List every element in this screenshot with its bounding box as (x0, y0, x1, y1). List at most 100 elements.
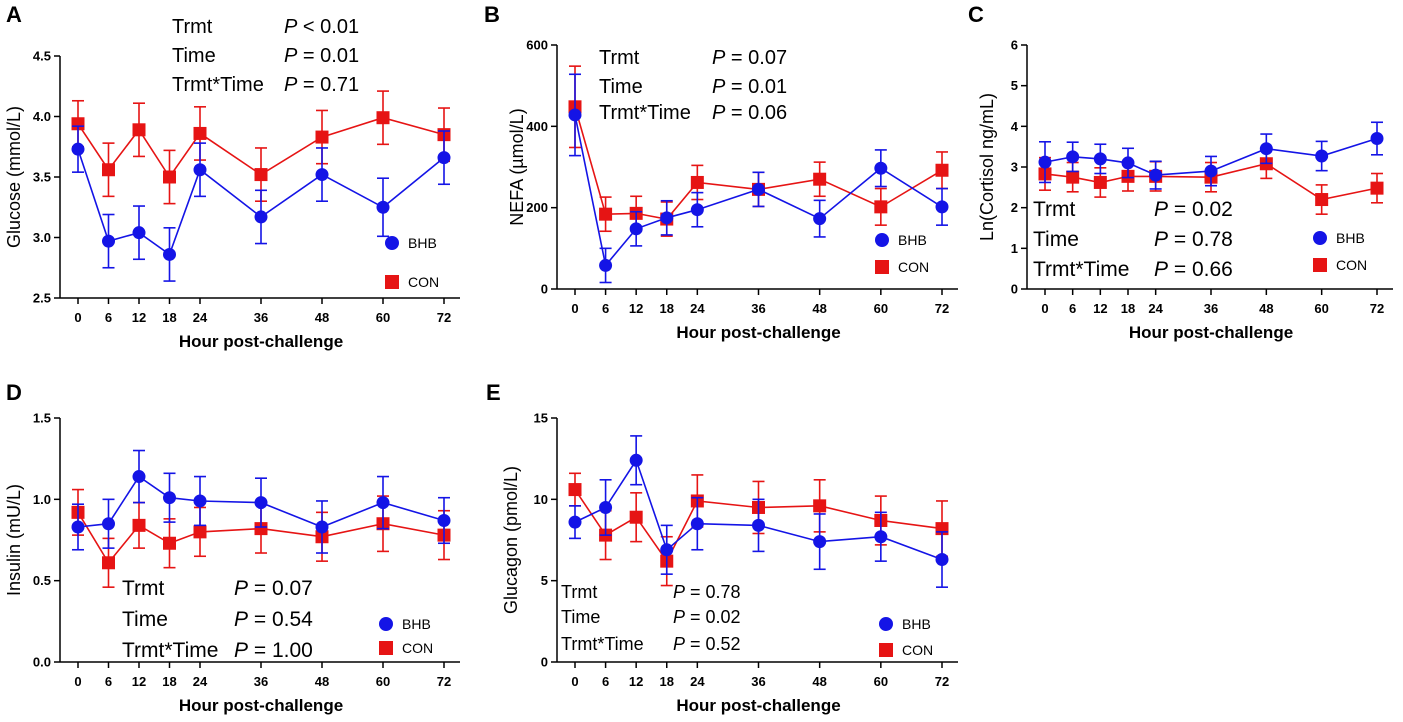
x-tick-label: 0 (571, 301, 578, 316)
stats-block: Trmt P < 0.01 Time P = 0.01 Trmt*Time P = 0.7… (172, 16, 359, 96)
data-point-con (599, 207, 613, 221)
p-symbol: P (1154, 228, 1168, 251)
x-tick-label: 48 (812, 301, 826, 316)
x-tick-label: 18 (1121, 301, 1135, 316)
data-point-con (1066, 170, 1080, 184)
panel-letter: A (6, 2, 22, 27)
data-point-bhb (935, 553, 949, 567)
data-point-bhb (193, 163, 207, 177)
x-tick-label: 48 (315, 310, 329, 325)
data-point-con (629, 510, 643, 524)
data-point-bhb (437, 151, 451, 165)
legend-marker-bhb (875, 233, 889, 247)
y-tick-label: 1 (1011, 241, 1018, 256)
stat-operator: = (725, 47, 748, 69)
data-point-con (254, 168, 268, 182)
data-point-bhb (660, 211, 674, 225)
stat-label: Time (599, 76, 643, 98)
x-tick-label: 60 (874, 674, 888, 689)
data-point-con (132, 123, 146, 137)
p-value: 0.71 (320, 74, 359, 96)
stat-operator: = (685, 634, 706, 654)
data-point-bhb (132, 470, 146, 484)
y-tick-label: 2.5 (33, 291, 51, 306)
stat-operator: = (685, 607, 706, 627)
stat-label: Time (561, 607, 600, 627)
y-axis-title: NEFA (µmol/L) (507, 108, 527, 225)
legend-label: BHB (898, 232, 927, 248)
x-tick-label: 0 (1041, 301, 1048, 316)
data-point-bhb (132, 226, 146, 240)
y-tick-label: 3 (1011, 160, 1018, 175)
p-symbol: P (284, 74, 298, 96)
y-axis-title: Glucose (mmol/L) (4, 106, 24, 248)
data-point-bhb (376, 200, 390, 214)
p-symbol: P (712, 47, 726, 69)
panel-letter: D (6, 380, 22, 405)
p-value: 0.66 (1192, 258, 1233, 281)
data-point-con (813, 499, 827, 513)
stat-value: P = 0.02 (1154, 198, 1233, 221)
stat-value: P = 0.78 (673, 582, 741, 602)
y-tick-label: 6 (1011, 38, 1018, 53)
legend-label: BHB (1336, 230, 1365, 246)
stat-label: Trmt (122, 577, 165, 600)
legend-label: CON (902, 642, 933, 658)
series-bhb (568, 435, 949, 588)
p-value: 0.01 (748, 76, 787, 98)
data-point-bhb (163, 491, 176, 505)
legend: BHB CON (379, 616, 433, 656)
data-point-bhb (599, 500, 613, 514)
stat-value: P = 0.07 (234, 577, 313, 600)
legend-label: BHB (408, 235, 437, 251)
p-value: 0.54 (272, 608, 313, 631)
stat-value: P = 1.00 (234, 639, 313, 662)
p-value: 0.07 (272, 577, 313, 600)
x-tick-label: 60 (376, 674, 390, 689)
data-point-con (254, 522, 268, 536)
stat-label: Trmt (561, 582, 597, 602)
x-tick-label: 72 (935, 301, 949, 316)
p-symbol: P (712, 76, 726, 98)
data-point-bhb (102, 517, 115, 531)
data-point-bhb (254, 210, 268, 224)
stat-label: Trmt*Time (172, 74, 264, 96)
legend-marker-bhb (385, 236, 399, 250)
data-point-bhb (1093, 152, 1107, 166)
legend-marker-con (379, 641, 393, 655)
panel-b: B 0 200 400 600 0 6 12 18 24 36 48 60 72 Hour post-cha… (484, 2, 958, 342)
x-tick-label: 48 (812, 674, 826, 689)
data-point-bhb (813, 535, 827, 549)
data-point-bhb (629, 453, 643, 467)
series-con (71, 90, 451, 205)
data-point-con (690, 175, 704, 189)
x-tick-label: 72 (1370, 301, 1384, 316)
x-tick-label: 6 (602, 674, 609, 689)
data-point-bhb (163, 247, 176, 261)
stats-block: Trmt P = 0.78 Time P = 0.02 Trmt*Time P = 0.5… (561, 582, 741, 654)
p-symbol: P (673, 607, 685, 627)
data-point-bhb (1370, 132, 1384, 146)
stat-value: P = 0.54 (234, 608, 313, 631)
x-tick-label: 72 (935, 674, 949, 689)
x-tick-label: 36 (1204, 301, 1218, 316)
stat-operator: = (248, 577, 272, 600)
panel-letter: B (484, 2, 500, 27)
stat-operator: = (248, 639, 272, 662)
data-point-bhb (1315, 149, 1329, 163)
y-tick-label: 4.5 (33, 49, 51, 64)
stat-label: Time (1033, 228, 1079, 251)
legend-marker-bhb (379, 617, 393, 631)
legend-label: BHB (902, 616, 931, 632)
y-tick-label: 0 (541, 655, 548, 670)
y-tick-label: 0.0 (33, 655, 51, 670)
data-point-bhb (660, 543, 674, 557)
x-tick-label: 0 (74, 310, 81, 325)
stats-block: Trmt P = 0.07 Time P = 0.01 Trmt*Time P = 0.0… (599, 47, 787, 124)
p-symbol: P (673, 582, 685, 602)
p-value: 0.01 (320, 45, 359, 67)
panel-letter: E (486, 380, 501, 405)
data-point-bhb (690, 517, 704, 531)
x-tick-label: 12 (1093, 301, 1107, 316)
